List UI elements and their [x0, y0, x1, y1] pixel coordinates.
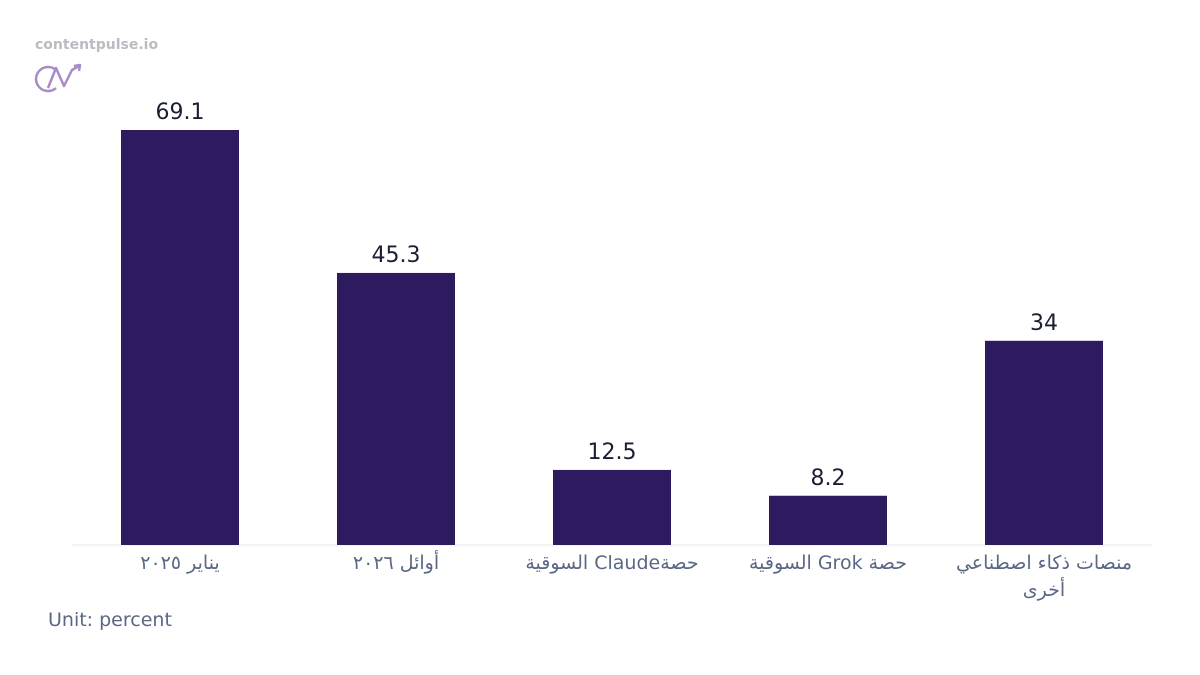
value-label: 69.1 — [156, 100, 205, 125]
brand: contentpulse.io — [35, 37, 158, 53]
logo — [34, 63, 82, 93]
bar — [985, 340, 1103, 545]
value-label: 34 — [1030, 311, 1058, 336]
bar — [337, 272, 455, 545]
value-label: 8.2 — [811, 466, 846, 491]
unit-note: Unit: percent — [48, 609, 172, 631]
x-tick-label: يناير ٢٠٢٥ — [140, 552, 220, 574]
x-tick-label: منصات ذكاء اصطناعي أخرى — [955, 552, 1133, 601]
bar — [553, 469, 671, 545]
x-tick-label: حصةClaude السوقية — [525, 552, 699, 574]
value-label: 45.3 — [372, 243, 421, 268]
x-tick-label: أوائل ٢٠٢٦ — [352, 552, 440, 574]
bar — [769, 495, 887, 545]
bar — [121, 130, 239, 545]
value-label: 12.5 — [588, 440, 637, 465]
x-tick-label: حصة Grok السوقية — [748, 552, 908, 574]
